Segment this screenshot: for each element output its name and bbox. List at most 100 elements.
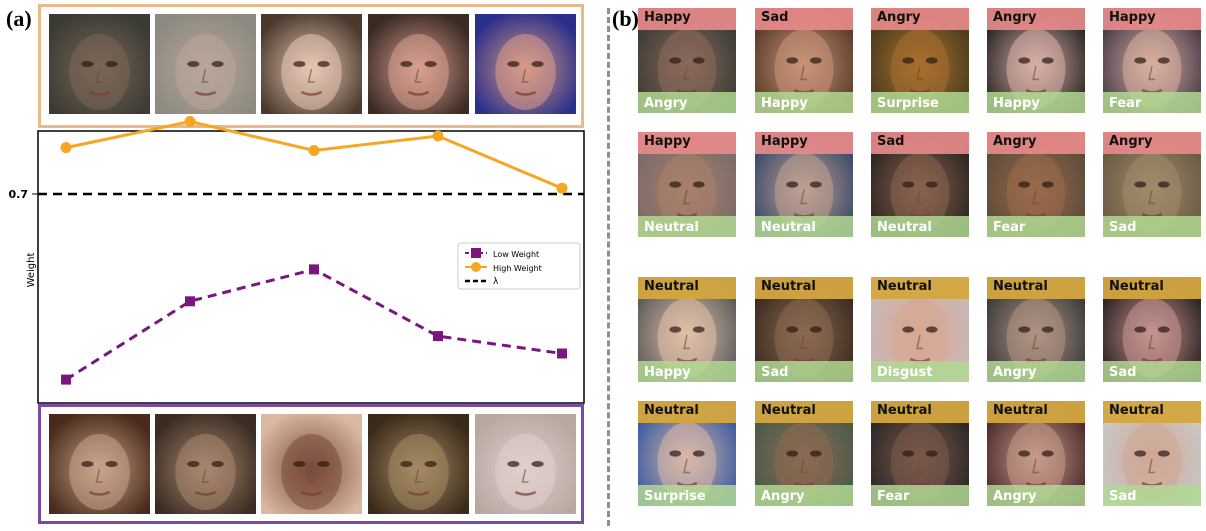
true-label: Angry [993, 489, 1037, 504]
high-weight-face-image-2 [155, 14, 256, 114]
panel-a-label: (a) [6, 6, 32, 31]
true-label: Sad [761, 365, 789, 380]
tile-bottom-band [987, 361, 1085, 382]
tile-bottom-band [638, 216, 736, 237]
sample-tile: Neutral Angry [987, 401, 1085, 506]
sample-tile: Neutral Happy [638, 277, 736, 382]
predicted-label: Happy [1109, 10, 1156, 25]
tile-bottom-band [871, 485, 969, 506]
true-label: Happy [761, 96, 808, 111]
tile-top-band [638, 132, 736, 154]
tile-top-band [638, 401, 736, 423]
true-label: Sad [1109, 220, 1137, 235]
high-weight-face-image-3 [261, 14, 362, 114]
chart-legend: Low Weight High Weight λ [457, 242, 581, 290]
panel-divider [607, 8, 610, 526]
low-weight-point-2 [185, 296, 195, 307]
low-weight-face-image-2 [155, 414, 256, 514]
tile-top-band [638, 277, 736, 299]
legend-high-label: High Weight [493, 264, 542, 273]
predicted-label: Neutral [644, 279, 699, 294]
sample-tile: Neutral Sad [755, 277, 853, 382]
tile-top-band [1103, 277, 1201, 299]
sample-tile: Neutral Fear [871, 401, 969, 506]
sample-tile: Neutral Surprise [638, 401, 736, 506]
low-weight-face-image-5 [475, 414, 576, 514]
legend-threshold-label: λ [493, 277, 499, 287]
tile-bottom-band [1103, 361, 1201, 382]
true-label: Fear [1109, 96, 1142, 111]
sample-tile: Neutral Sad [1103, 401, 1201, 506]
predicted-label: Neutral [993, 403, 1048, 418]
panel-b-label: (b) [612, 6, 639, 31]
true-label: Angry [993, 365, 1037, 380]
legend-high-marker [471, 262, 481, 272]
sample-tile: Neutral Angry [987, 277, 1085, 382]
true-label: Surprise [877, 96, 939, 111]
tile-top-band [871, 401, 969, 423]
true-label: Happy [993, 96, 1040, 111]
tile-top-band [755, 8, 853, 30]
tile-top-band [1103, 132, 1201, 154]
sample-tile: Happy Neutral [755, 132, 853, 237]
high-weight-point-5 [556, 182, 568, 194]
tile-top-band [871, 132, 969, 154]
predicted-label: Happy [644, 134, 691, 149]
tile-top-band [871, 8, 969, 30]
high-weight-point-2 [184, 116, 196, 127]
sample-tile: Happy Neutral [638, 132, 736, 237]
predicted-label: Sad [761, 10, 789, 25]
tile-bottom-band [987, 485, 1085, 506]
predicted-label: Neutral [1109, 279, 1164, 294]
predicted-label: Neutral [1109, 403, 1164, 418]
high-weight-point-4 [432, 130, 444, 142]
predicted-label: Sad [877, 134, 905, 149]
sample-tile: Happy Fear [1103, 8, 1201, 113]
true-label: Angry [644, 96, 688, 111]
predicted-label: Happy [761, 134, 808, 149]
sample-tile: Neutral Angry [755, 401, 853, 506]
high-weight-point-1 [60, 142, 72, 154]
legend-low-label: Low Weight [493, 250, 539, 259]
weight-line-chart: Weight 0.7 Low Weight High Weight λ [9, 116, 585, 404]
sample-tile: Sad Neutral [871, 132, 969, 237]
true-label: Fear [877, 489, 910, 504]
threshold-tick-label: 0.7 [9, 188, 29, 201]
tile-top-band [871, 277, 969, 299]
true-label: Happy [644, 365, 691, 380]
tile-bottom-band [1103, 216, 1201, 237]
y-axis-label: Weight [26, 253, 37, 288]
tile-bottom-band [871, 216, 969, 237]
low-weight-face-image-1 [49, 414, 150, 514]
tile-bottom-band [987, 92, 1085, 113]
sample-tile: Angry Sad [1103, 132, 1201, 237]
tile-bottom-band [1103, 92, 1201, 113]
low-weight-face-image-3 [261, 414, 362, 514]
true-label: Angry [761, 489, 805, 504]
predicted-label: Neutral [877, 279, 932, 294]
predicted-label: Neutral [993, 279, 1048, 294]
tile-top-band [987, 8, 1085, 30]
tile-bottom-band [755, 92, 853, 113]
tile-bottom-band [755, 216, 853, 237]
high-weight-point-3 [308, 145, 320, 156]
low-weight-point-1 [61, 374, 71, 385]
high-weight-face-image-1 [49, 14, 150, 114]
predicted-label: Angry [1109, 134, 1153, 149]
tile-bottom-band [755, 361, 853, 382]
high-weight-faces-box [38, 4, 584, 128]
tile-bottom-band [755, 485, 853, 506]
tile-bottom-band [638, 485, 736, 506]
tile-top-band [755, 132, 853, 154]
low-weight-face-image-4 [368, 414, 469, 514]
tile-top-band [755, 401, 853, 423]
predicted-label: Happy [644, 10, 691, 25]
tile-top-band [1103, 8, 1201, 30]
tile-bottom-band [638, 361, 736, 382]
sample-tile: Angry Surprise [871, 8, 969, 113]
sample-tile: Neutral Sad [1103, 277, 1201, 382]
predicted-label: Neutral [644, 403, 699, 418]
true-label: Neutral [761, 220, 816, 235]
sample-tile: Neutral Disgust [871, 277, 969, 382]
predicted-label: Neutral [761, 279, 816, 294]
